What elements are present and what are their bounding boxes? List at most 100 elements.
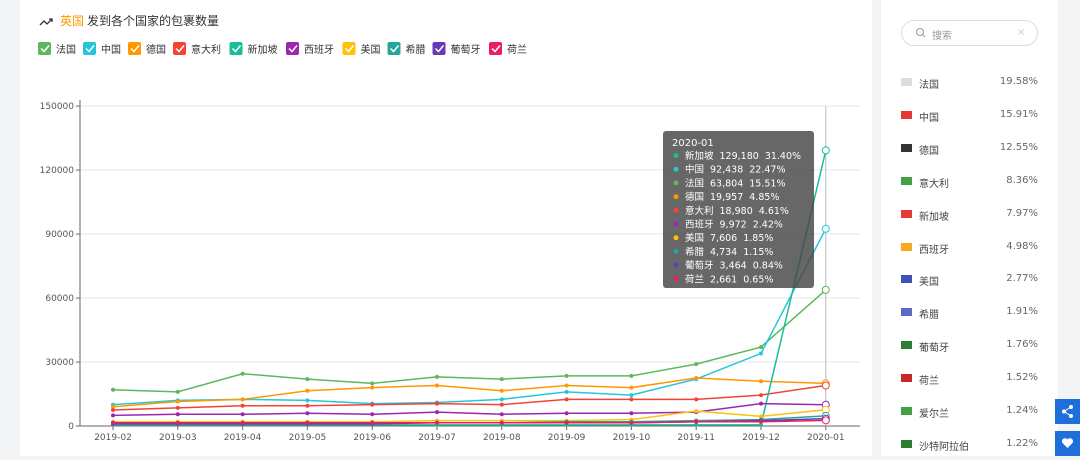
data-point [499, 412, 504, 417]
heart-icon [1061, 438, 1074, 448]
country-row[interactable]: 沙特阿拉伯 1.22% [881, 436, 1058, 456]
data-point [499, 420, 504, 425]
country-name: 新加坡 [919, 211, 949, 223]
legend-item[interactable]: 荷兰 [489, 42, 527, 56]
data-point [759, 379, 763, 384]
country-row[interactable]: 爱尔兰 1.24% [881, 403, 1058, 423]
tooltip-row: 新加坡 129,180 31.40% [685, 150, 801, 162]
country-name: 中国 [919, 112, 939, 124]
tooltip-percent: 1.15% [743, 247, 773, 258]
legend-item[interactable]: 意大利 [173, 42, 221, 56]
legend-checkbox [489, 42, 502, 55]
country-row[interactable]: 葡萄牙 1.76% [881, 337, 1058, 357]
data-point [629, 393, 634, 398]
sidebar: 搜索 × 法国 19.58% 中国 15.91% 德国 12.55% 意大利 8.36% 新加坡… [881, 0, 1058, 456]
data-point [564, 420, 569, 425]
country-name: 荷兰 [919, 376, 939, 388]
data-point [499, 377, 504, 382]
tooltip-percent: 31.40% [765, 151, 801, 162]
tooltip-name: 西班牙 [685, 219, 714, 231]
tooltip-dot [673, 180, 679, 186]
x-tick-label: 2019-10 [613, 433, 651, 443]
data-point [305, 377, 310, 382]
series-line [112, 402, 826, 417]
flag-icon [901, 374, 912, 383]
tooltip-box [663, 131, 814, 288]
series-line [112, 384, 826, 411]
data-point [240, 420, 245, 425]
flag-icon [901, 209, 912, 218]
data-point [759, 419, 763, 424]
like-button[interactable] [1055, 431, 1080, 456]
legend-label: 西班牙 [304, 44, 334, 56]
check-mark [491, 45, 501, 53]
tooltip-percent: 1.85% [743, 233, 773, 244]
legend-label: 希腊 [406, 43, 426, 56]
country-name: 西班牙 [919, 244, 949, 256]
data-point [305, 388, 310, 393]
country-row[interactable]: 美国 2.77% [881, 271, 1058, 291]
clear-icon[interactable]: × [1017, 27, 1026, 38]
country-row[interactable]: 德国 12.55% [881, 140, 1058, 160]
flag-icon [901, 407, 912, 415]
tooltip-percent: 4.61% [759, 206, 789, 217]
tooltip-dot [673, 276, 679, 282]
country-row[interactable]: 中国 15.91% [881, 107, 1058, 127]
legend-item[interactable]: 中国 [83, 42, 121, 56]
legend-label: 德国 [146, 43, 166, 56]
country-row[interactable]: 意大利 8.36% [881, 173, 1058, 193]
search-box[interactable]: 搜索 × [901, 20, 1038, 46]
country-row[interactable]: 荷兰 1.52% [881, 370, 1058, 390]
data-point [499, 397, 504, 402]
flag-icon [901, 143, 912, 152]
data-point [759, 422, 763, 427]
data-point [175, 420, 180, 425]
country-row[interactable]: 法国 19.58% [881, 74, 1058, 94]
check-mark [40, 45, 50, 53]
data-point [759, 345, 763, 350]
chart-title: 发到各个国家的包裹数量 [87, 13, 219, 28]
legend-label: 荷兰 [507, 43, 527, 56]
data-point [821, 416, 830, 425]
legend-item[interactable]: 新加坡 [229, 42, 278, 56]
data-point [435, 420, 439, 425]
legend-checkbox [229, 42, 243, 55]
y-tick-label: 150000 [40, 102, 75, 112]
country-share: 4.98% [1006, 240, 1038, 252]
data-point [759, 351, 763, 356]
search-icon [916, 28, 926, 38]
tooltip-dot [673, 262, 679, 268]
country-share: 7.97% [1006, 207, 1038, 219]
legend-item[interactable]: 法国 [38, 42, 76, 56]
legend-checkbox [38, 42, 51, 55]
tooltip-name: 法国 [685, 177, 704, 189]
country-row[interactable]: 新加坡 7.97% [881, 206, 1058, 226]
tooltip-name: 德国 [685, 191, 704, 203]
legend-item[interactable]: 希腊 [387, 42, 426, 56]
tooltip-name: 中国 [685, 164, 704, 176]
country-row[interactable]: 西班牙 4.98% [881, 239, 1058, 259]
legend-item[interactable]: 葡萄牙 [432, 42, 481, 56]
data-point [240, 371, 245, 376]
data-point [435, 383, 439, 388]
check-mark [231, 45, 242, 53]
legend-checkbox [432, 42, 446, 55]
legend-checkbox [128, 42, 141, 55]
data-point [564, 397, 569, 402]
share-button[interactable] [1055, 399, 1080, 424]
legend-item[interactable]: 西班牙 [286, 42, 334, 56]
tooltip-row: 法国 63,804 15.51% [685, 177, 786, 189]
flag-icon [901, 176, 912, 185]
tooltip-value: 3,464 [720, 261, 747, 272]
check-mark [130, 45, 140, 53]
country-name: 葡萄牙 [919, 343, 949, 355]
legend-item[interactable]: 德国 [128, 42, 166, 56]
legend-item[interactable]: 美国 [342, 42, 381, 56]
title-country: 英国 [60, 14, 84, 28]
data-point [759, 414, 763, 419]
legend-label: 新加坡 [248, 43, 278, 56]
legend-label: 美国 [361, 43, 381, 56]
legend-label: 葡萄牙 [451, 43, 481, 56]
country-row[interactable]: 希腊 1.91% [881, 304, 1058, 324]
